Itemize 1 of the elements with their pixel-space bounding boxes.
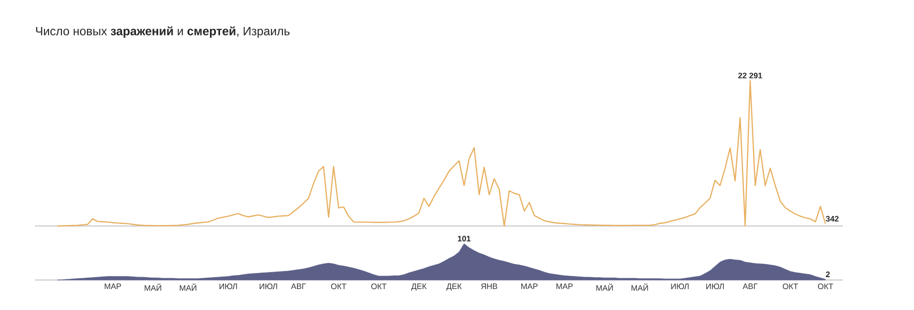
- chart-title: Число новых заражений и смертей, Израиль: [36, 26, 290, 38]
